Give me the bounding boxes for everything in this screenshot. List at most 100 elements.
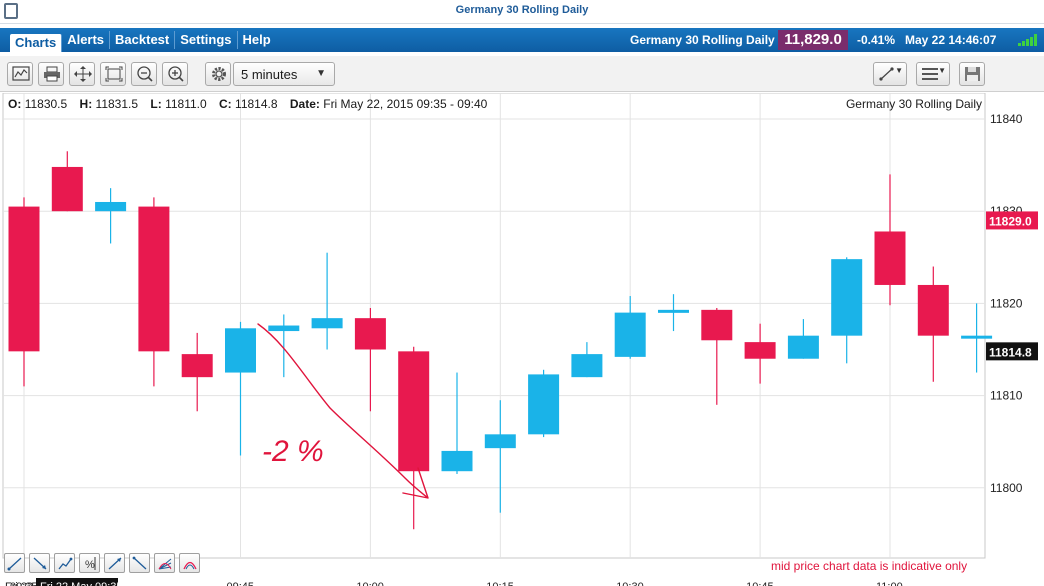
arc-button[interactable]	[179, 553, 200, 573]
window-icon	[4, 3, 18, 19]
candle-body	[138, 206, 170, 352]
ohlc-info: O: 11830.5 H: 11831.5 L: 11811.0 C: 1181…	[0, 93, 985, 115]
candle-body	[181, 354, 213, 378]
polyline-icon	[58, 557, 73, 570]
x-tick-label: 11:00	[876, 581, 903, 586]
hand-drawn-annotation: -2 %	[257, 323, 429, 499]
y-tick-label: 11800	[990, 481, 1023, 495]
crosshair-time-box	[36, 578, 118, 586]
tab-backtest[interactable]: Backtest	[110, 31, 176, 49]
high-label: H:	[79, 97, 93, 111]
move-button[interactable]	[69, 62, 95, 86]
x-tick-label: 10:30	[616, 581, 644, 586]
print-button[interactable]	[38, 62, 64, 86]
tab-help[interactable]: Help	[242, 32, 271, 47]
tab-charts[interactable]: Charts	[10, 34, 63, 52]
studies-dropdown[interactable]: ▼	[916, 62, 950, 86]
quote-datetime: May 22 14:46:07	[905, 33, 997, 47]
ray-down-button[interactable]	[129, 553, 150, 573]
chart-type-button[interactable]	[7, 62, 33, 86]
window-title: Germany 30 Rolling Daily	[455, 4, 589, 16]
price-change: -0.41%	[857, 33, 896, 47]
plot-frame	[2, 93, 986, 559]
fit-button[interactable]	[100, 62, 126, 86]
candle-body	[311, 318, 343, 329]
candle-body	[787, 335, 819, 359]
x-axis: Fri 22 May09:35 09:45 10:00 10:15 10:30 10:45…	[5, 578, 903, 586]
ray-up-button[interactable]	[104, 553, 125, 573]
trendline-down-button[interactable]	[29, 553, 50, 573]
candle-body	[917, 284, 949, 336]
percent-button[interactable]: %	[79, 553, 100, 573]
nav-tabs: Charts Alerts Backtest Settings Help	[10, 28, 276, 52]
x-tick-label: 10:45	[746, 581, 774, 586]
high-value: 11831.5	[95, 97, 139, 111]
save-button[interactable]	[959, 62, 985, 86]
date-label: Date:	[289, 97, 320, 111]
chevron-down-icon: ▼	[938, 66, 946, 75]
candle-body	[961, 335, 993, 339]
instrument-name: Germany 30 Rolling Daily	[630, 33, 775, 47]
candle-body	[744, 342, 776, 359]
polyline-button[interactable]	[54, 553, 75, 573]
candle-body	[398, 351, 430, 472]
signal-strength-icon	[1018, 34, 1038, 46]
arc-icon	[183, 561, 197, 570]
drawing-tools: %	[4, 553, 204, 575]
tab-alerts[interactable]: Alerts	[62, 31, 111, 49]
last-price-tag: 11829.0	[989, 214, 1032, 228]
candle-body	[268, 325, 300, 332]
candle-body	[51, 166, 83, 212]
open-value: 11830.5	[24, 97, 68, 111]
list-icon	[922, 68, 938, 80]
close-label: C:	[219, 97, 232, 111]
draw-line-icon	[879, 67, 894, 81]
x-tick-label: Fri 22 May	[5, 581, 57, 586]
window-titlebar: Germany 30 Rolling Daily	[0, 0, 1044, 24]
candle-body	[528, 374, 560, 435]
candles	[8, 151, 993, 530]
fibonacci-fan-icon	[158, 558, 172, 570]
candle-body	[658, 309, 689, 313]
draw-tool-dropdown[interactable]: ▼	[873, 62, 907, 86]
move-icon	[74, 66, 92, 82]
trendline-up-button[interactable]	[4, 553, 25, 573]
svg-text:%: %	[85, 559, 95, 571]
current-price-tag-box	[986, 342, 1038, 361]
print-icon	[44, 66, 60, 82]
candle-body	[8, 206, 40, 352]
y-tick-label: 11840	[990, 112, 1023, 126]
x-tick-label: 09:35	[10, 581, 38, 586]
nav-bar: Charts Alerts Backtest Settings Help Ger…	[0, 28, 1044, 52]
close-value: 11814.8	[235, 97, 278, 111]
zoom-in-icon	[168, 66, 184, 82]
trendline-up-icon	[7, 557, 22, 571]
zoom-out-button[interactable]	[131, 62, 157, 86]
ray-up-icon	[108, 557, 122, 570]
trendline-down-icon	[33, 557, 47, 570]
low-value: 11811.0	[165, 97, 207, 111]
candle-body	[354, 318, 386, 350]
ray-down-icon	[132, 556, 147, 570]
x-tick-label: 09:45	[227, 581, 255, 586]
candle-body	[441, 450, 473, 472]
crosshair-time-label: Fri 22 May 09:35	[40, 581, 123, 586]
chevron-down-icon: ▼	[316, 68, 326, 79]
save-icon	[965, 67, 980, 81]
settings-gear-icon	[212, 67, 226, 81]
candle-body	[701, 309, 733, 341]
tab-settings[interactable]: Settings	[175, 31, 238, 49]
chart-toolbar: 5 minutes ▼ ▼ ▼	[0, 56, 1044, 92]
fit-icon	[105, 66, 123, 82]
interval-select[interactable]: 5 minutes ▼	[233, 62, 335, 86]
candle-body	[831, 259, 863, 336]
fibonacci-fan-button[interactable]	[154, 553, 175, 573]
zoom-in-button[interactable]	[162, 62, 188, 86]
y-tick-label: 11810	[990, 389, 1023, 403]
current-price-tag: 11814.8	[989, 345, 1032, 359]
open-label: O:	[8, 97, 22, 111]
candlestick-chart[interactable]: 118401183011820118101180011829.011814.8 …	[0, 93, 1044, 586]
settings-button[interactable]	[205, 62, 231, 86]
annotation-arrow	[257, 323, 429, 499]
